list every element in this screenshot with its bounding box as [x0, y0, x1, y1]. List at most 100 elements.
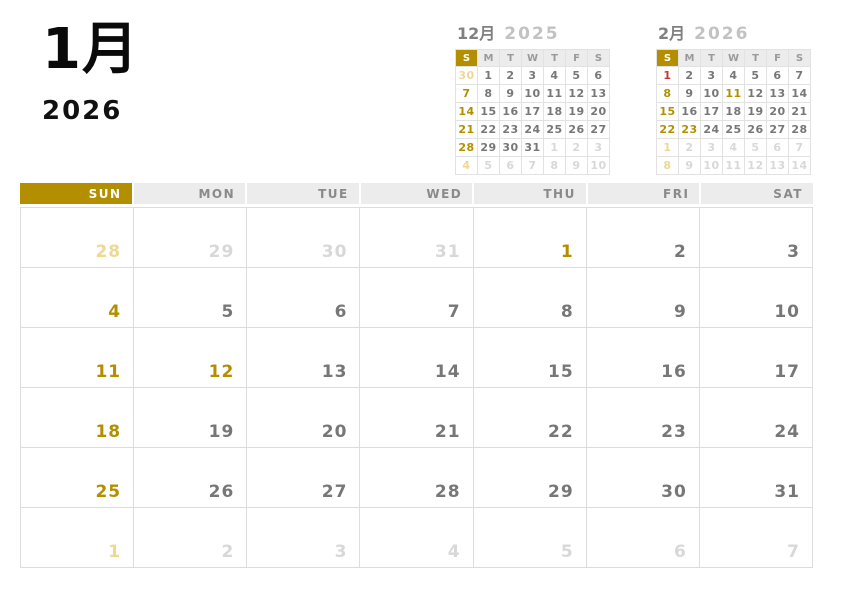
mini-day-cell: 9 — [500, 85, 521, 102]
day-cell: 23 — [586, 388, 700, 448]
day-cell: 7 — [360, 268, 474, 328]
mini-day-cell: 10 — [701, 157, 722, 174]
mini-calendar-next-month: 2月 2026 S M T W T F S 1 2 3 4 5 6 7 8 9 10 11 12 13 14 15 16 17… — [656, 20, 813, 175]
day-cell: 31 — [360, 208, 474, 268]
mini-day-cell: 8 — [544, 157, 565, 174]
mini-day-cell: 28 — [456, 139, 477, 156]
mini-day-cell: 10 — [588, 157, 609, 174]
mini-day-cell: 19 — [566, 103, 587, 120]
mini-day-cell: 23 — [679, 121, 700, 138]
day-cell: 6 — [247, 268, 361, 328]
mini-day-cell: 9 — [679, 157, 700, 174]
day-cell: 31 — [699, 448, 813, 508]
day-cell: 5 — [134, 268, 248, 328]
mini-calendar-title: 2月 2026 — [656, 20, 813, 44]
mini-day-cell: 17 — [522, 103, 543, 120]
mini-day-cell: 11 — [723, 85, 744, 102]
mini-day-cell: 11 — [723, 157, 744, 174]
main-calendar-grid: 28 29 30 31 1 2 3 4 5 6 7 8 9 10 11 12 13 14 15 16 17 18 19 20 2… — [20, 207, 813, 568]
mini-day-cell: 10 — [701, 85, 722, 102]
mini-weekday-header: T — [701, 50, 722, 66]
day-cell: 1 — [21, 508, 135, 568]
mini-day-cell: 7 — [456, 85, 477, 102]
mini-day-cell: 9 — [566, 157, 587, 174]
day-cell: 24 — [699, 388, 813, 448]
mini-weekday-header: S — [657, 50, 678, 66]
day-cell: 19 — [134, 388, 248, 448]
day-cell: 18 — [21, 388, 135, 448]
day-cell: 11 — [21, 328, 135, 388]
day-cell: 29 — [473, 448, 587, 508]
mini-day-cell: 21 — [789, 103, 810, 120]
mini-day-cell: 24 — [701, 121, 722, 138]
mini-day-cell: 22 — [657, 121, 678, 138]
day-cell: 28 — [21, 208, 135, 268]
weekday-header-mon: MON — [133, 183, 246, 204]
day-cell: 9 — [586, 268, 700, 328]
mini-calendar-grid: S M T W T F S 30 1 2 3 4 5 6 7 8 9 10 11 12 13 14 15 16 17 18 19 20… — [455, 49, 610, 175]
day-cell: 22 — [473, 388, 587, 448]
mini-day-cell: 7 — [789, 139, 810, 156]
day-cell: 2 — [134, 508, 248, 568]
day-cell: 7 — [699, 508, 813, 568]
day-cell: 12 — [134, 328, 248, 388]
weekday-header-thu: THU — [474, 183, 586, 204]
mini-day-cell: 7 — [522, 157, 543, 174]
day-cell: 10 — [699, 268, 813, 328]
mini-day-cell: 23 — [500, 121, 521, 138]
day-cell: 29 — [134, 208, 248, 268]
mini-day-cell: 5 — [478, 157, 499, 174]
weekday-header-wed: WED — [360, 183, 473, 204]
mini-day-cell: 1 — [478, 67, 499, 84]
mini-day-cell: 1 — [657, 67, 678, 84]
mini-day-cell: 25 — [544, 121, 565, 138]
mini-calendar-title: 12月 2025 — [455, 20, 612, 44]
day-cell: 8 — [473, 268, 587, 328]
day-cell: 17 — [699, 328, 813, 388]
mini-day-cell: 5 — [745, 139, 766, 156]
mini-calendar-prev-month: 12月 2025 S M T W T F S 30 1 2 3 4 5 6 7 8 9 10 11 12 13 14 15 1… — [455, 20, 612, 175]
year-label: 2026 — [42, 96, 123, 127]
month-title: 1月 — [42, 17, 139, 82]
mini-weekday-header: T — [544, 50, 565, 66]
mini-day-cell: 17 — [701, 103, 722, 120]
mini-day-cell: 19 — [745, 103, 766, 120]
mini-month-label: 12月 — [457, 24, 496, 43]
mini-day-cell: 2 — [679, 67, 700, 84]
mini-weekday-header: T — [745, 50, 766, 66]
day-cell: 20 — [247, 388, 361, 448]
mini-day-cell: 26 — [745, 121, 766, 138]
mini-day-cell: 12 — [745, 157, 766, 174]
day-cell: 4 — [21, 268, 135, 328]
day-cell: 28 — [360, 448, 474, 508]
mini-day-cell: 22 — [478, 121, 499, 138]
mini-day-cell: 26 — [566, 121, 587, 138]
mini-day-cell: 11 — [544, 85, 565, 102]
mini-day-cell: 9 — [679, 85, 700, 102]
mini-day-cell: 28 — [789, 121, 810, 138]
weekday-header-fri: FRI — [587, 183, 700, 204]
day-cell: 21 — [360, 388, 474, 448]
mini-day-cell: 3 — [588, 139, 609, 156]
day-cell: 25 — [21, 448, 135, 508]
mini-day-cell: 4 — [723, 67, 744, 84]
mini-day-cell: 4 — [723, 139, 744, 156]
mini-day-cell: 30 — [500, 139, 521, 156]
mini-day-cell: 3 — [701, 139, 722, 156]
day-cell: 16 — [586, 328, 700, 388]
mini-day-cell: 14 — [456, 103, 477, 120]
mini-day-cell: 16 — [679, 103, 700, 120]
mini-day-cell: 20 — [767, 103, 788, 120]
mini-day-cell: 25 — [723, 121, 744, 138]
mini-day-cell: 15 — [657, 103, 678, 120]
mini-day-cell: 3 — [522, 67, 543, 84]
mini-day-cell: 24 — [522, 121, 543, 138]
day-cell: 4 — [360, 508, 474, 568]
mini-day-cell: 8 — [657, 85, 678, 102]
mini-weekday-header: S — [588, 50, 609, 66]
day-cell: 15 — [473, 328, 587, 388]
day-cell: 30 — [586, 448, 700, 508]
mini-day-cell: 1 — [544, 139, 565, 156]
mini-day-cell: 5 — [566, 67, 587, 84]
